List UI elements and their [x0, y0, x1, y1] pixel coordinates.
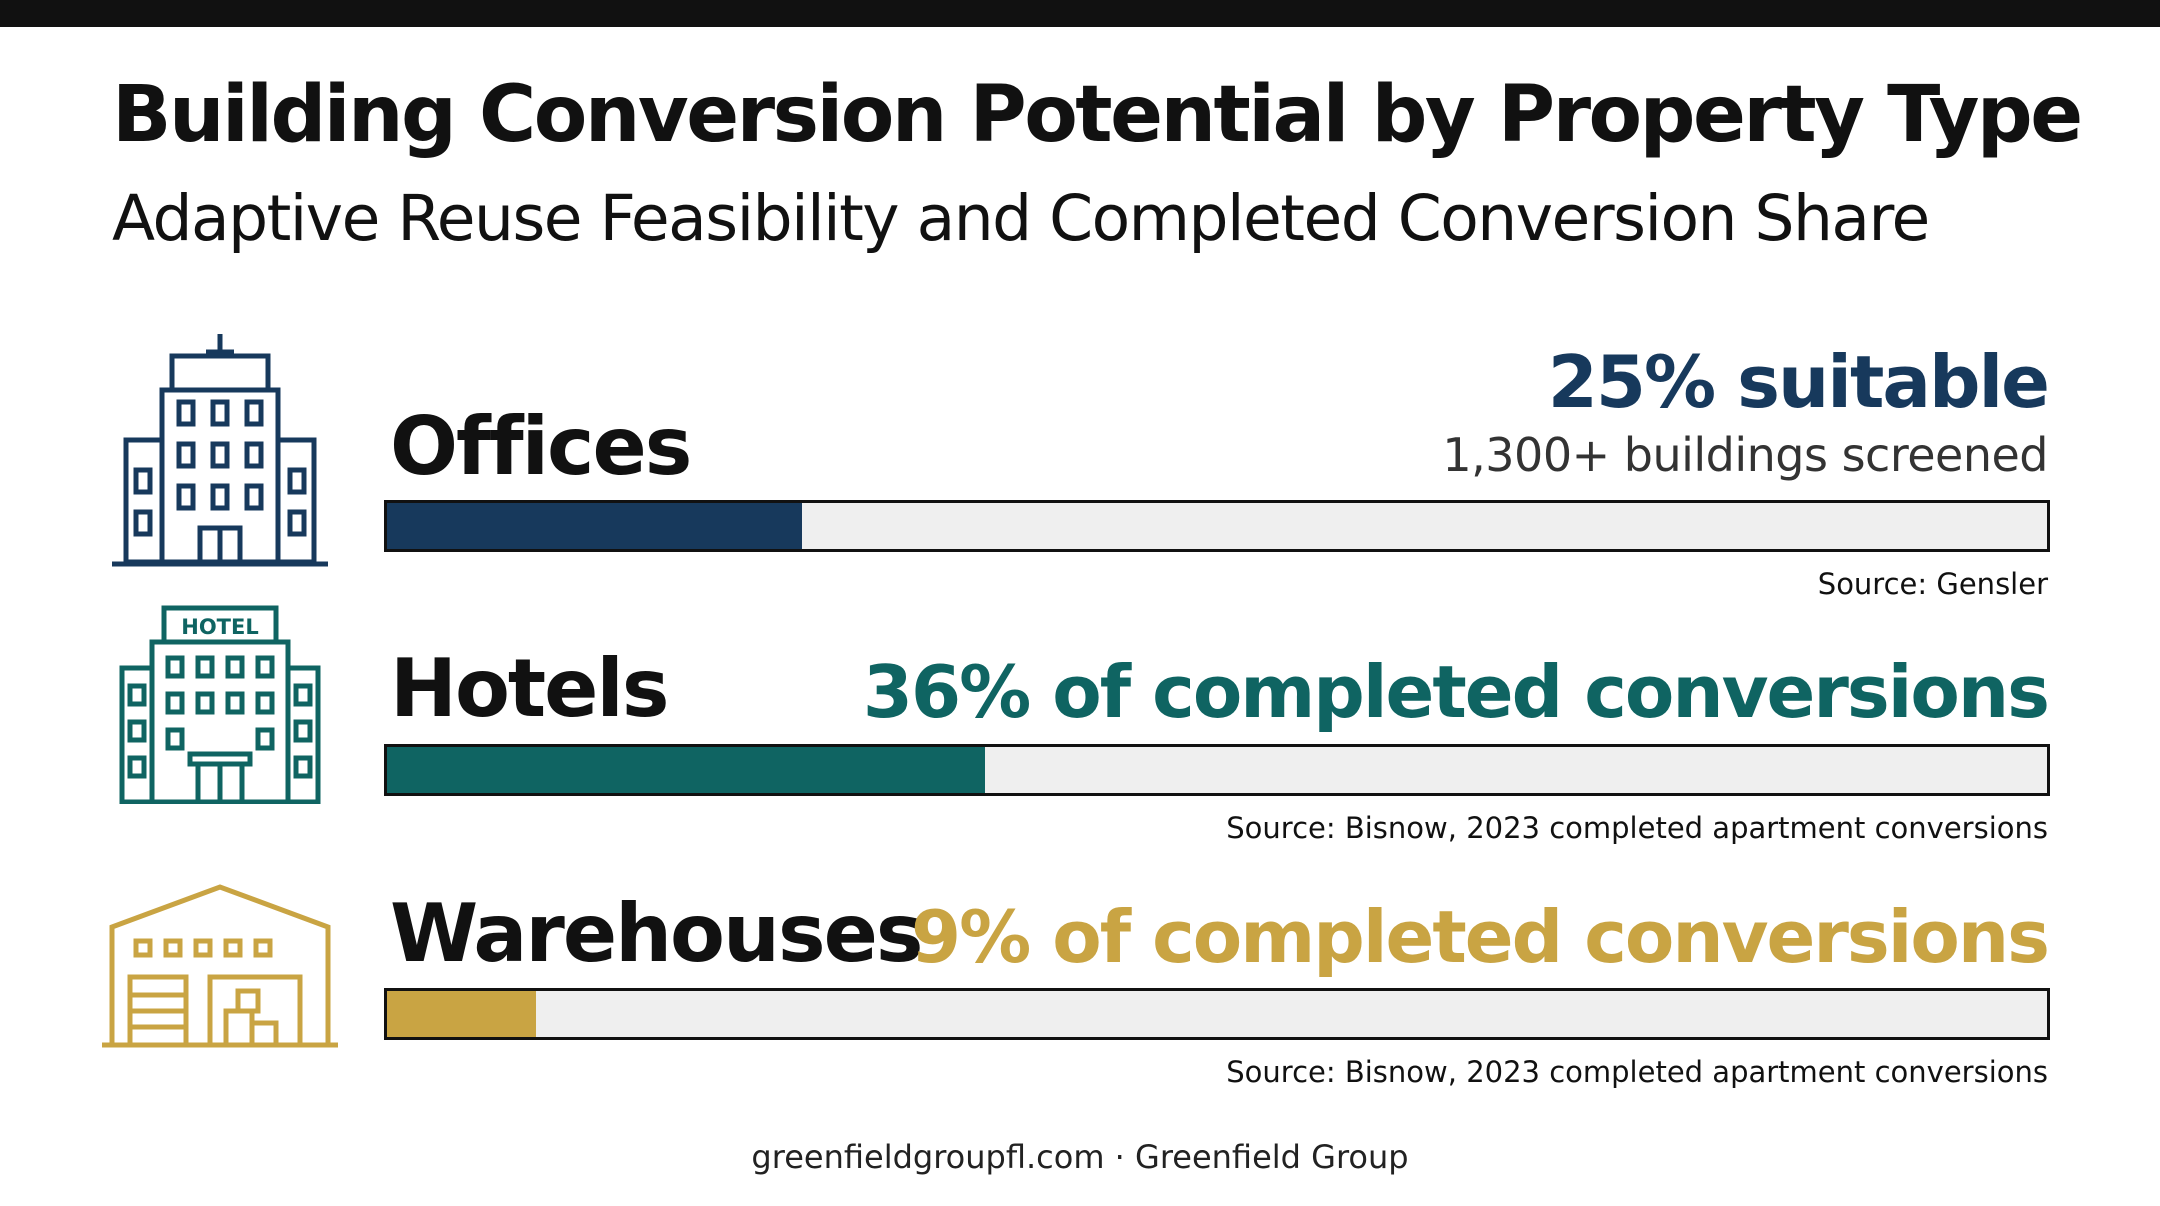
- category-label-warehouses: Warehouses: [390, 887, 923, 980]
- office-building-icon: [112, 334, 328, 567]
- chart-row-offices: Offices 25% suitable 1,300+ buildings sc…: [0, 320, 2160, 601]
- source-offices: Source: Gensler: [1817, 567, 2048, 601]
- page-title: Building Conversion Potential by Propert…: [112, 70, 2083, 160]
- chart-row-warehouses: Warehouses 9% of completed conversions S…: [0, 805, 2160, 1089]
- category-label-hotels: Hotels: [390, 642, 669, 735]
- stat-warehouses: 9% of completed conversions: [910, 895, 2050, 979]
- source-hotels: Source: Bisnow, 2023 completed apartment…: [1226, 811, 2048, 845]
- stat-offices: 25% suitable: [1547, 340, 2050, 424]
- source-warehouses: Source: Bisnow, 2023 completed apartment…: [1226, 1055, 2048, 1089]
- warehouse-icon: [102, 884, 338, 1048]
- bar-fill-offices: [387, 503, 802, 549]
- bar-track-offices: [384, 500, 2050, 552]
- stat-hotels: 36% of completed conversions: [862, 650, 2050, 734]
- bar-track-hotels: [384, 744, 2050, 796]
- bar-fill-warehouses: [387, 991, 537, 1037]
- page-subtitle: Adaptive Reuse Feasibility and Completed…: [112, 182, 1930, 255]
- chart-row-hotels: HOTEL Hotels 36% of completed conversion…: [0, 560, 2160, 845]
- category-label-offices: Offices: [390, 400, 692, 493]
- bar-fill-hotels: [387, 747, 985, 793]
- hotel-sign-text: HOTEL: [181, 615, 258, 639]
- bar-track-warehouses: [384, 988, 2050, 1040]
- hotel-building-icon: HOTEL: [119, 605, 321, 804]
- footer-credit: greenfieldgroupfl.com · Greenfield Group: [751, 1138, 1409, 1176]
- top-bar: [0, 0, 2160, 27]
- substat-offices: 1,300+ buildings screened: [1442, 428, 2048, 482]
